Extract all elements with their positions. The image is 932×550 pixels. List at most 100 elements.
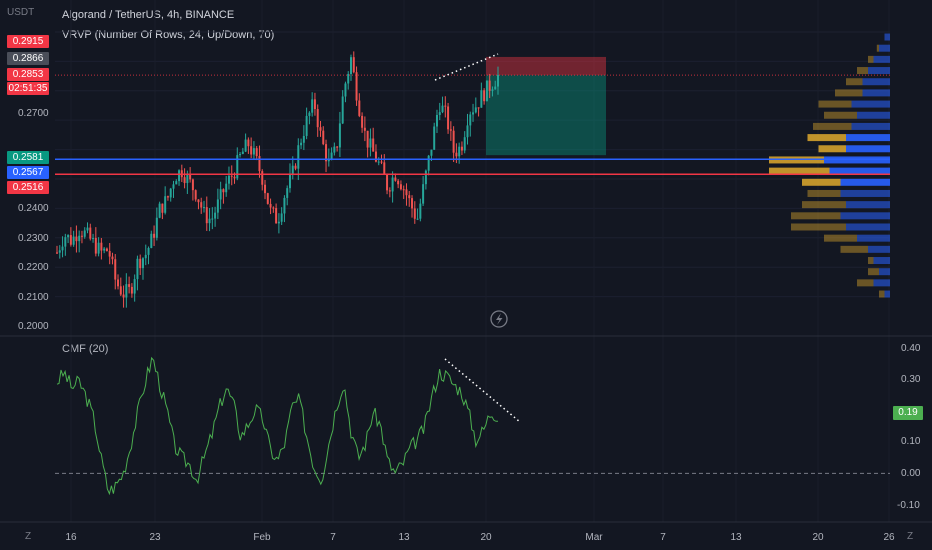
time-axis-label: 7 (660, 532, 666, 543)
time-axis-label: 23 (149, 532, 161, 543)
candle-body (277, 221, 280, 224)
volume-bar-down (824, 234, 857, 242)
currency-label: USDT (7, 7, 35, 18)
candle-body (297, 145, 300, 169)
volume-bar-down (791, 212, 841, 220)
volume-bar-down (840, 245, 868, 253)
candle-body (280, 213, 283, 222)
candle-body (72, 236, 75, 245)
candle-body (78, 235, 81, 242)
candle-body (233, 176, 236, 179)
time-axis-label: 13 (730, 532, 742, 543)
candle-body (200, 202, 203, 208)
candle-body (97, 242, 100, 254)
candle-body (89, 227, 92, 239)
timezone-button[interactable]: Z (25, 531, 32, 542)
candle-body (483, 90, 486, 102)
price-badge-stop: 0.2915 (7, 35, 49, 48)
candle-body (435, 114, 438, 127)
candle-body (330, 152, 333, 160)
candle-body (433, 126, 436, 150)
candle-body (430, 149, 433, 156)
volume-bar-up (846, 201, 890, 209)
candle-body (150, 233, 153, 248)
candle-body (122, 294, 125, 298)
candle-body (94, 238, 97, 254)
candle-body (247, 139, 250, 147)
cmf-line (56, 356, 499, 496)
volume-bar-up (879, 44, 890, 52)
candle-body (480, 90, 483, 108)
cmf-label[interactable]: CMF (20) (62, 343, 109, 355)
volume-bar-up (868, 245, 890, 253)
volume-bar-down (807, 189, 841, 197)
candle-body (338, 123, 341, 148)
candle-body (377, 161, 380, 163)
candle-body (333, 146, 336, 153)
symbol-title[interactable]: Algorand / TetherUS, 4h, BINANCE (62, 9, 235, 21)
candle-body (402, 189, 405, 191)
candle-body (322, 130, 325, 145)
volume-bar-down (835, 89, 863, 97)
candle-body (369, 138, 372, 148)
candle-body (203, 207, 205, 209)
candle-body (105, 248, 108, 252)
candle-body (463, 137, 466, 151)
candle-body (216, 199, 219, 213)
cmf-axis-label: 0.40 (901, 343, 921, 354)
candle-body (155, 217, 158, 238)
candle-body (391, 177, 394, 192)
candle-body (336, 146, 339, 148)
stop-zone (486, 56, 606, 76)
volume-bar-down (876, 44, 879, 52)
volume-bar-up (868, 67, 890, 75)
volume-bar-up (879, 268, 890, 276)
candle-body (352, 57, 355, 73)
candle-body (374, 151, 377, 162)
candle-body (394, 177, 397, 181)
candle-body (230, 175, 233, 177)
candle-body (413, 208, 416, 219)
volume-bar-down (846, 78, 863, 86)
candle-body (64, 237, 67, 247)
cmf-layer (55, 356, 890, 496)
lightning-icon[interactable] (490, 310, 508, 328)
candle-body (302, 135, 305, 143)
price-axis-label: 0.2000 (18, 321, 49, 332)
candle-body (261, 171, 264, 185)
candle-body (227, 175, 230, 184)
candle-body (141, 258, 144, 269)
candle-body (308, 112, 311, 116)
candle-body (455, 152, 458, 157)
volume-bar-down (868, 55, 874, 63)
price-badge-blue-line: 0.2567 (7, 166, 49, 179)
volume-bar-down (857, 279, 874, 287)
candle-body (222, 189, 225, 193)
candle-body (313, 99, 316, 110)
candle-body (466, 125, 469, 138)
scale-settings-button[interactable]: Z (907, 531, 914, 542)
candle-body (447, 106, 450, 130)
candle-body (419, 203, 422, 219)
candle-body (211, 218, 214, 220)
candle-body (133, 279, 136, 294)
candle-body (275, 208, 278, 224)
volume-bar-down (879, 290, 885, 298)
candle-body (358, 100, 361, 116)
volume-bar-up (873, 55, 890, 63)
candle-body (128, 284, 131, 287)
candle-body (458, 146, 461, 157)
candle-body (172, 184, 175, 189)
candle-body (286, 188, 289, 198)
candle-body (125, 284, 128, 298)
candle-body (494, 86, 497, 90)
candle-body (305, 115, 308, 136)
candle-body (344, 83, 347, 97)
volume-bar-down (791, 223, 846, 231)
candle-body (444, 105, 447, 107)
candle-body (474, 107, 477, 113)
volume-bar-down (868, 257, 874, 265)
cmf-value-badge: 0.19 (893, 406, 923, 420)
candle-body (497, 74, 499, 87)
